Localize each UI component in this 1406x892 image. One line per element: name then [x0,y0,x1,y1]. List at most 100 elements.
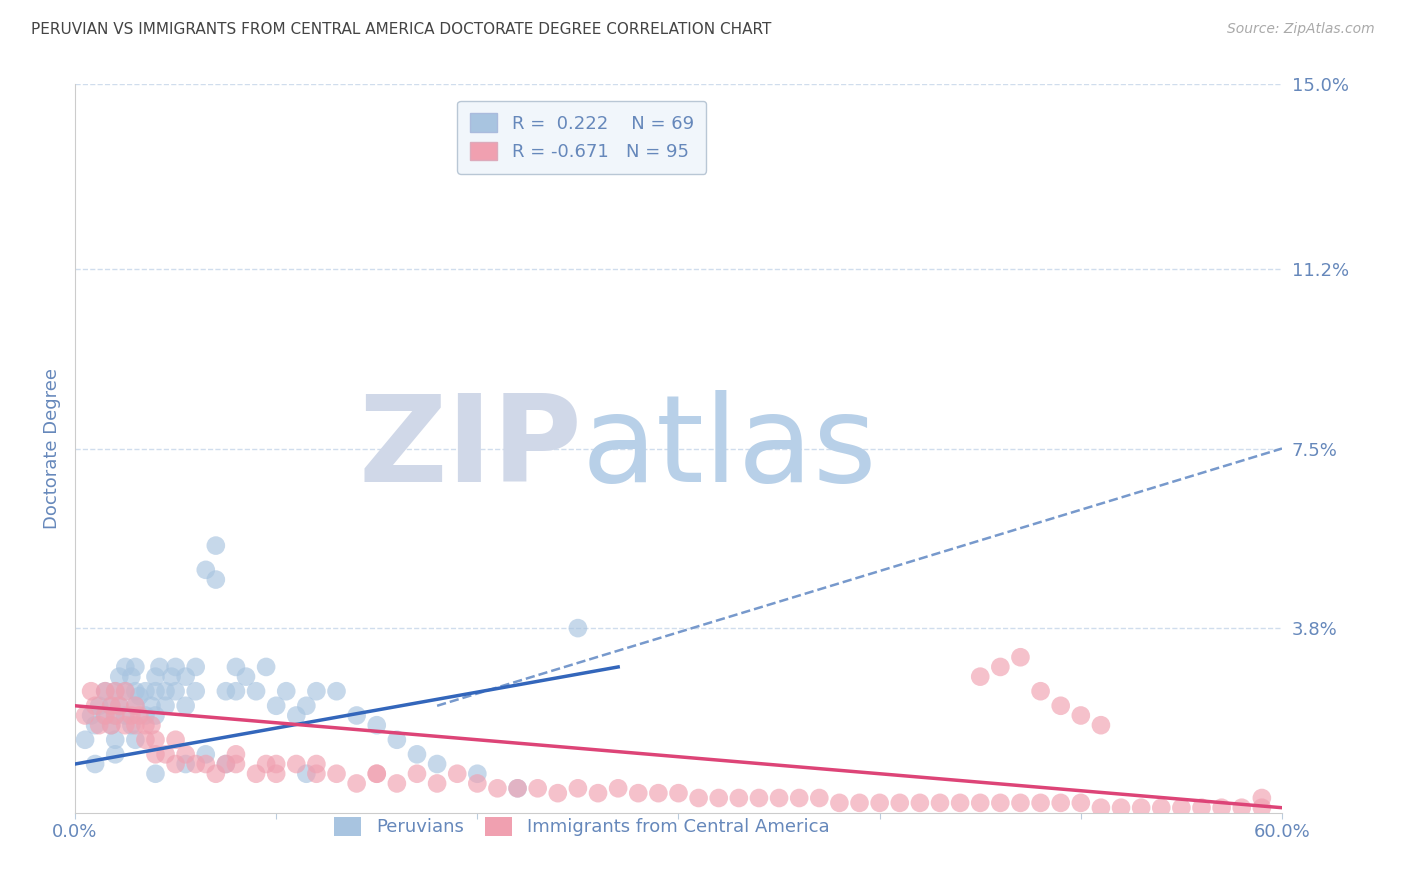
Point [235,670,257,684]
Point [145,684,167,698]
Point [1029,796,1052,810]
Point [205,766,228,780]
Point [526,781,548,796]
Point [114,708,136,723]
Point [787,791,810,805]
Point [94,708,117,723]
Point [184,684,207,698]
Point [295,698,318,713]
Point [94,684,117,698]
Point [84,757,107,772]
Point [768,791,790,805]
Point [1090,801,1112,815]
Point [80,684,103,698]
Point [808,791,831,805]
Point [385,776,408,790]
Text: Source: ZipAtlas.com: Source: ZipAtlas.com [1227,22,1375,37]
Point [988,660,1011,674]
Point [100,718,122,732]
Point [165,660,187,674]
Point [145,747,167,762]
Point [264,698,287,713]
Point [506,781,529,796]
Point [104,708,127,723]
Point [325,766,347,780]
Point [75,708,97,723]
Point [1170,801,1192,815]
Point [145,670,167,684]
Point [145,732,167,747]
Point [264,766,287,780]
Point [114,660,136,674]
Point [94,708,117,723]
Point [145,708,167,723]
Point [988,796,1011,810]
Point [647,786,669,800]
Point [225,757,247,772]
Point [225,660,247,674]
Point [848,796,870,810]
Point [406,747,429,762]
Point [89,698,111,713]
Point [104,684,127,698]
Point [1211,801,1233,815]
Point [194,757,217,772]
Point [1250,801,1272,815]
Point [120,708,142,723]
Point [114,684,136,698]
Point [165,757,187,772]
Point [1049,796,1071,810]
Point [100,698,122,713]
Point [124,718,146,732]
Point [1090,718,1112,732]
Y-axis label: Doctorate Degree: Doctorate Degree [44,368,60,529]
Point [1230,801,1253,815]
Point [120,670,142,684]
Point [276,684,298,698]
Point [254,757,277,772]
Point [547,786,569,800]
Point [325,684,347,698]
Point [366,718,388,732]
Point [1150,801,1173,815]
Point [465,776,488,790]
Point [114,718,136,732]
Point [155,684,177,698]
Point [155,698,177,713]
Point [104,732,127,747]
Point [124,684,146,698]
Point [124,698,146,713]
Point [100,698,122,713]
Text: ZIP: ZIP [359,390,582,507]
Point [285,757,308,772]
Point [100,718,122,732]
Point [295,766,318,780]
Point [688,791,710,805]
Point [84,718,107,732]
Point [406,766,429,780]
Point [174,757,197,772]
Point [108,670,131,684]
Point [141,698,163,713]
Point [184,660,207,674]
Point [1191,801,1213,815]
Point [75,732,97,747]
Point [124,732,146,747]
Point [346,776,368,790]
Point [506,781,529,796]
Point [174,670,197,684]
Point [346,708,368,723]
Point [567,621,589,635]
Point [124,660,146,674]
Point [1029,684,1052,698]
Point [194,563,217,577]
Point [174,698,197,713]
Point [727,791,749,805]
Point [305,766,328,780]
Point [124,698,146,713]
Point [194,747,217,762]
Point [155,747,177,762]
Point [586,786,609,800]
Point [128,689,150,703]
Point [215,757,238,772]
